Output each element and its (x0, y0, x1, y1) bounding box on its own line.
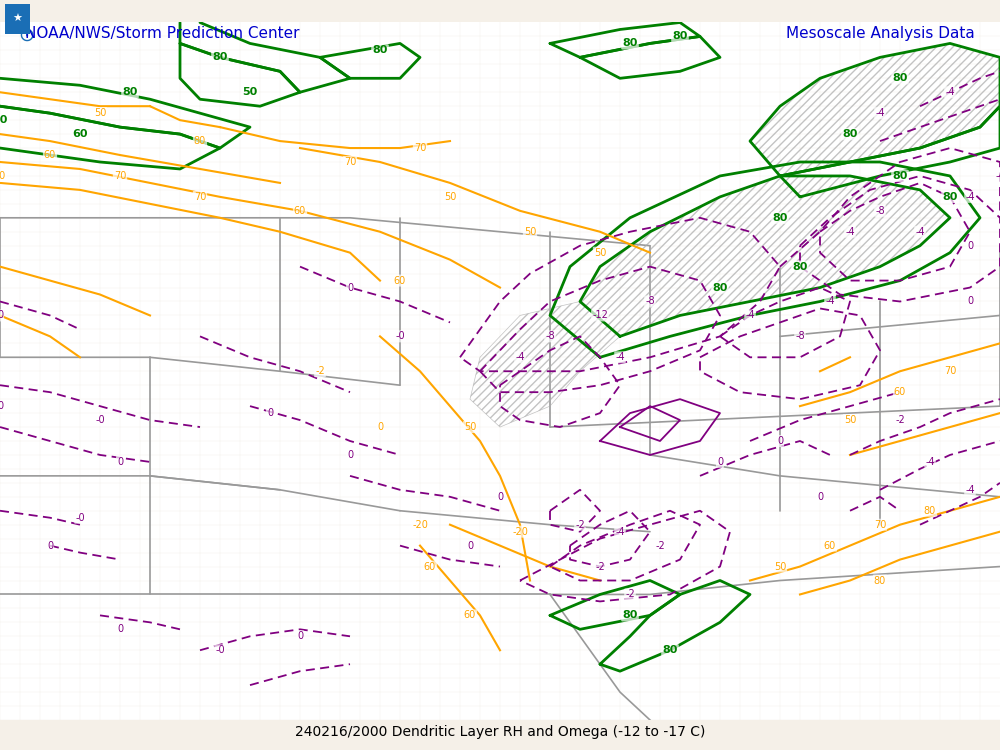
Text: 80: 80 (662, 645, 678, 656)
Text: 0: 0 (377, 422, 383, 432)
Text: -4: -4 (965, 192, 975, 202)
Text: 80: 80 (622, 610, 638, 620)
Text: Mesoscale Analysis Data: Mesoscale Analysis Data (786, 26, 975, 41)
Text: 60: 60 (44, 150, 56, 160)
Text: 70: 70 (874, 520, 886, 530)
Text: 0: 0 (47, 541, 53, 550)
Text: -0: -0 (395, 332, 405, 341)
Text: -4: -4 (825, 296, 835, 307)
Text: 0: 0 (347, 283, 353, 292)
Text: 80: 80 (712, 283, 728, 292)
Text: 0: 0 (467, 541, 473, 550)
Text: 60: 60 (424, 562, 436, 572)
Text: 80: 80 (842, 129, 858, 139)
Text: -20: -20 (412, 520, 428, 530)
Text: ⊙: ⊙ (18, 26, 34, 45)
Text: -4: -4 (945, 87, 955, 98)
Text: 0: 0 (497, 492, 503, 502)
Text: NOAA/NWS/Storm Prediction Center: NOAA/NWS/Storm Prediction Center (25, 26, 300, 41)
Text: 80: 80 (892, 171, 908, 181)
Text: 80: 80 (892, 74, 908, 83)
Text: 80: 80 (874, 575, 886, 586)
Text: 60: 60 (394, 275, 406, 286)
Circle shape (6, 5, 29, 32)
Text: 80: 80 (622, 38, 638, 49)
Text: 50: 50 (774, 562, 786, 572)
Text: 0: 0 (117, 457, 123, 467)
Text: 60: 60 (72, 129, 88, 139)
Text: -8: -8 (795, 332, 805, 341)
Text: -2: -2 (895, 415, 905, 425)
Text: 70: 70 (344, 157, 356, 167)
Text: -0: -0 (75, 513, 85, 523)
Text: -12: -12 (592, 310, 608, 320)
Text: 80: 80 (924, 506, 936, 516)
Text: -4: -4 (915, 226, 925, 237)
Text: 80: 80 (122, 87, 138, 98)
Text: 0: 0 (967, 296, 973, 307)
Text: 70: 70 (414, 143, 426, 153)
Text: 0: 0 (0, 310, 3, 320)
Text: 70: 70 (194, 192, 206, 202)
Text: 60: 60 (294, 206, 306, 216)
Text: 0: 0 (0, 401, 3, 411)
Text: -4: -4 (965, 484, 975, 495)
Text: 70: 70 (944, 366, 956, 376)
Text: 50: 50 (464, 422, 476, 432)
Text: 80: 80 (672, 32, 688, 41)
Text: -4: -4 (875, 108, 885, 118)
Text: -2: -2 (575, 520, 585, 530)
Text: 80: 80 (942, 192, 958, 202)
Text: 0: 0 (347, 450, 353, 460)
Text: 60: 60 (464, 610, 476, 620)
Text: -2: -2 (625, 590, 635, 599)
Text: 50: 50 (444, 192, 456, 202)
Text: 240216/2000 Dendritic Layer RH and Omega (-12 to -17 C): 240216/2000 Dendritic Layer RH and Omega… (295, 724, 705, 739)
Text: 50: 50 (524, 226, 536, 237)
Text: -0: -0 (95, 415, 105, 425)
Text: 80: 80 (372, 46, 388, 56)
Text: -2: -2 (315, 366, 325, 376)
Text: 0: 0 (967, 241, 973, 250)
Text: 80: 80 (792, 262, 808, 272)
Text: -0: -0 (215, 645, 225, 656)
Text: 80: 80 (194, 136, 206, 146)
Text: 60: 60 (824, 541, 836, 550)
Text: 50: 50 (94, 108, 106, 118)
Text: 0: 0 (817, 492, 823, 502)
Text: 50: 50 (242, 87, 258, 98)
Text: 0: 0 (297, 632, 303, 641)
Text: 0: 0 (717, 457, 723, 467)
Text: 50: 50 (594, 248, 606, 258)
Text: 0: 0 (117, 624, 123, 634)
Text: 80: 80 (772, 213, 788, 223)
Text: 70: 70 (114, 171, 126, 181)
Text: -4: -4 (515, 352, 525, 362)
Text: -2: -2 (655, 541, 665, 550)
Text: 80: 80 (0, 116, 8, 125)
Text: -4: -4 (745, 310, 755, 320)
Text: -8: -8 (545, 332, 555, 341)
Text: 0: 0 (777, 436, 783, 446)
Text: -20: -20 (512, 526, 528, 537)
Text: -8: -8 (645, 296, 655, 307)
Text: -4: -4 (925, 457, 935, 467)
Text: 80: 80 (212, 53, 228, 62)
Text: -2: -2 (595, 562, 605, 572)
Text: -8: -8 (875, 206, 885, 216)
Text: 80: 80 (0, 171, 6, 181)
Text: ★: ★ (12, 13, 22, 24)
Text: 50: 50 (844, 415, 856, 425)
Text: -4: -4 (615, 526, 625, 537)
Text: -4: -4 (615, 352, 625, 362)
Text: 60: 60 (894, 387, 906, 398)
Text: -4: -4 (995, 171, 1000, 181)
Text: 0: 0 (267, 408, 273, 418)
Text: -4: -4 (845, 226, 855, 237)
